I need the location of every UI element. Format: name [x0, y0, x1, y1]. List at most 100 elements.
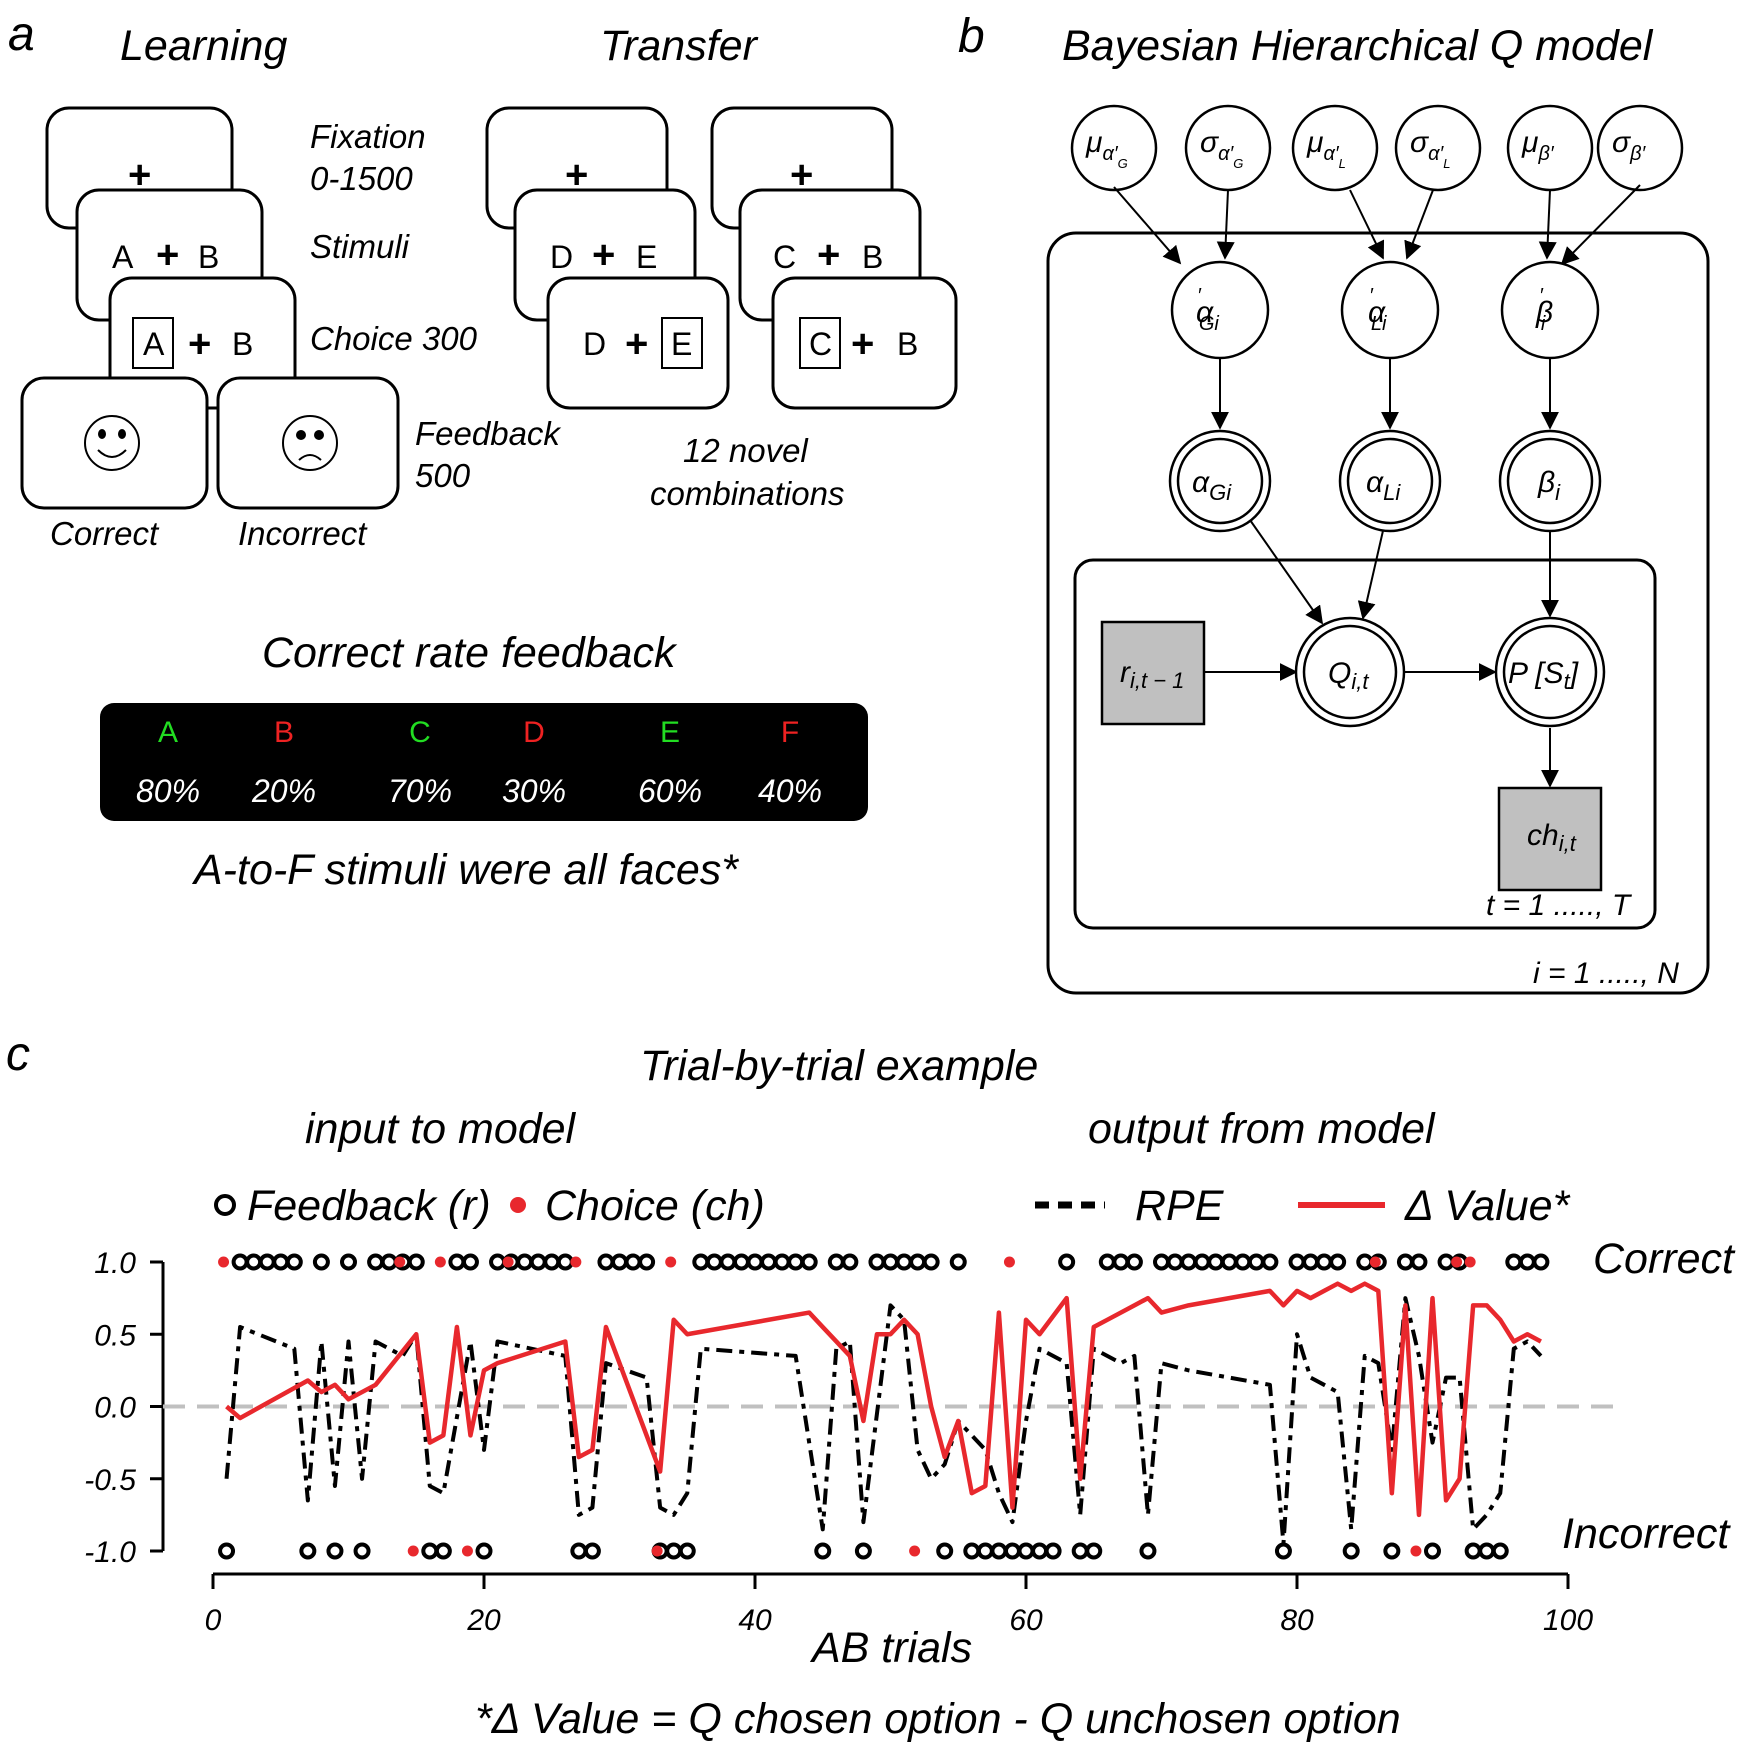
svg-text:Qi,t: Qi,t: [1328, 657, 1369, 694]
rate-letter-a: A: [158, 716, 178, 749]
edge-sigma-b: [1560, 184, 1641, 266]
feedback-correct-point: [638, 1253, 656, 1271]
transfer1-fixation-plus: +: [565, 153, 588, 197]
feedback-correct-point: [1532, 1253, 1550, 1271]
correct-rate-list: A 80% B 20% C 70% D 30% E 60% F 40%: [136, 716, 822, 809]
edge-mu-aG: [1113, 186, 1182, 265]
plate-subjects-label: i = 1 ....., N: [1533, 957, 1679, 990]
feedback-correct-point: [882, 1253, 899, 1271]
panel-c-letter: c: [6, 1028, 30, 1081]
node-choice-probability: P [St]: [1494, 616, 1606, 728]
feedback-correct-point: [773, 1253, 791, 1271]
feedback-incorrect-point: [1342, 1542, 1360, 1560]
svg-text:μβ′: μβ′: [1521, 126, 1555, 165]
node-alpha-loss: αLi: [1338, 429, 1442, 533]
transfer2-left-letter: C: [773, 239, 796, 275]
x-tick-label: 80: [1280, 1604, 1314, 1637]
transfer2-choice-box: [799, 317, 841, 369]
feedback-correct-point: [1180, 1253, 1198, 1271]
hyperparameter-nodes: μα′G σα′G μα′L σα′L μβ′ σβ′: [1070, 104, 1684, 192]
edge-mu-b: [1538, 189, 1557, 260]
feedback-incorrect-point: [1071, 1542, 1089, 1560]
feedback-correct-point: [1166, 1253, 1184, 1271]
feedback-incorrect-point: [1478, 1542, 1496, 1560]
x-tick-label: 60: [1009, 1604, 1043, 1637]
feedback-incorrect-point: [570, 1542, 588, 1560]
choice-plus: +: [188, 322, 211, 366]
feedback-correct-point: [543, 1253, 561, 1271]
feedback-incorrect-point: [854, 1542, 872, 1560]
hyper-node-2: μα′L: [1291, 104, 1379, 192]
transfer2-choice-screen: [771, 276, 958, 410]
svg-text:μα′G: μα′G: [1085, 126, 1128, 171]
feedback-correct-point: [895, 1253, 913, 1271]
transfer1-right-letter: E: [636, 239, 657, 275]
y-tick-label: 0.0: [94, 1392, 136, 1425]
svg-text:P [St]: P [St]: [1508, 657, 1579, 694]
svg-text:αGi: αGi: [1192, 466, 1232, 505]
faces-note: A-to-F stimuli were all faces*: [191, 846, 739, 894]
feedback-incorrect-point: [1491, 1542, 1509, 1560]
feedback-correct-point: [529, 1253, 547, 1271]
edge-mu-aL: [1349, 189, 1385, 260]
feedback-incorrect-point: [1464, 1542, 1482, 1560]
x-tick-label: 0: [205, 1604, 222, 1637]
feedback-correct-point: [800, 1253, 818, 1271]
choice-incorrect-point: [651, 1545, 663, 1557]
x-tick-label: 20: [466, 1604, 501, 1637]
feedback-correct-point: [1058, 1253, 1076, 1271]
panel-b: b Bayesian Hierarchical Q model μα′G σα′G…: [958, 10, 1710, 995]
feedback-correct-point: [719, 1253, 737, 1271]
legend-choice-label: Choice (ch): [545, 1182, 765, 1230]
edge-sigma-aG: [1216, 189, 1235, 260]
frowny-face-icon: [282, 415, 338, 471]
transfer1-choice-left-letter: D: [583, 326, 606, 362]
stimuli-left-letter: A: [112, 239, 134, 275]
feedback-correct-point: [732, 1253, 750, 1271]
rate-percent-a: 80%: [136, 773, 200, 809]
hyper-node-0: μα′G: [1070, 104, 1158, 192]
feedback-correct-point: [1125, 1253, 1143, 1271]
y-tick-label: 1.0: [94, 1247, 136, 1280]
rate-letter-f: F: [781, 716, 799, 749]
footnote: *Δ Value = Q chosen option - Q unchosen …: [475, 1695, 1401, 1743]
choice-right-letter: B: [232, 326, 253, 362]
feedback-correct-point: [692, 1253, 710, 1271]
transfer1-plus: +: [592, 233, 615, 277]
x-tick-label: 100: [1543, 1604, 1593, 1637]
y-tick-label: -1.0: [84, 1536, 136, 1569]
transfer2-choice-left-letter: C: [809, 326, 832, 362]
correct-rate-box: [100, 703, 868, 821]
choice-correct-point: [394, 1256, 406, 1268]
transfer1-choice-right-letter: E: [671, 326, 692, 362]
feedback-incorrect-point: [936, 1542, 954, 1560]
feedback-correct-point: [1207, 1253, 1225, 1271]
value-line: [225, 1281, 1542, 1518]
x-axis-title: AB trials: [809, 1624, 972, 1672]
choice-incorrect-point: [909, 1545, 921, 1557]
rate-percent-d: 30%: [502, 773, 566, 809]
novel-combinations-line1: 12 novel: [683, 432, 809, 469]
choice-correct-point: [502, 1256, 514, 1268]
smiley-face-icon: [84, 415, 140, 471]
choice-correct-point: [570, 1256, 582, 1268]
rate-percent-f: 40%: [758, 773, 822, 809]
feedback-correct-point: [1153, 1253, 1170, 1271]
feedback-incorrect-point: [814, 1542, 832, 1560]
feedback-incorrect-point: [678, 1542, 696, 1560]
feedback-correct-point: [1112, 1253, 1130, 1271]
feedback-correct-point: [787, 1253, 805, 1271]
transfer2-choice-plus: +: [851, 322, 874, 366]
feedback-correct-point: [597, 1253, 615, 1271]
plate-subjects: [1046, 231, 1710, 995]
feedback-correct-point: [1505, 1253, 1523, 1271]
rate-letter-d: D: [523, 716, 545, 749]
stimuli-plus: +: [156, 233, 179, 277]
feedback-incorrect-point: [299, 1542, 317, 1560]
choice-incorrect-point: [1410, 1545, 1422, 1557]
panel-c-title: Trial-by-trial example: [640, 1042, 1038, 1090]
rate-percent-b: 20%: [251, 773, 316, 809]
feedback-correct-point: [760, 1253, 778, 1271]
feedback-correct-point: [922, 1253, 940, 1271]
